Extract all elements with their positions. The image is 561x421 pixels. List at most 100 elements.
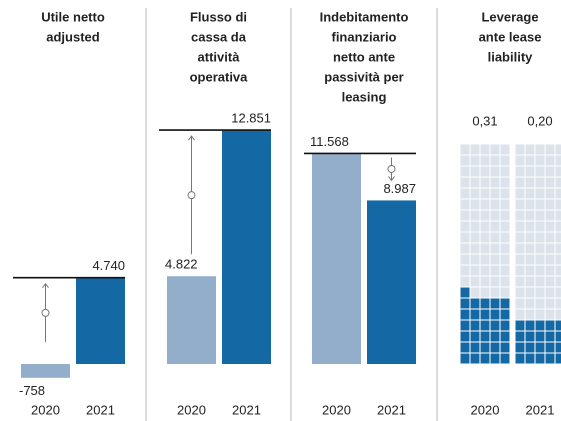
chart-title: finanziario xyxy=(331,29,396,44)
waffle-cell xyxy=(460,166,470,177)
waffle-cell xyxy=(500,144,510,155)
chart-title: Indebitamento xyxy=(320,9,409,24)
chart-title: Flusso di xyxy=(190,9,247,24)
waffle-cell xyxy=(525,243,535,254)
waffle-cell xyxy=(470,232,480,243)
waffle-cell xyxy=(555,221,561,232)
waffle-cell xyxy=(500,210,510,221)
waffle-cell xyxy=(480,144,490,155)
waffle-cell xyxy=(470,177,480,188)
waffle-cell xyxy=(470,210,480,221)
waffle-cell xyxy=(525,232,535,243)
waffle-cell xyxy=(460,276,470,287)
arrow-head xyxy=(188,135,195,141)
waffle-cell xyxy=(500,188,510,199)
x-tick-label: 2020 xyxy=(31,402,60,417)
waffle-cell xyxy=(555,265,561,276)
waffle-cell xyxy=(490,243,500,254)
waffle-cell xyxy=(470,155,480,166)
waffle-cell xyxy=(490,188,500,199)
chart-title: Utile netto xyxy=(41,9,105,24)
waffle-cell xyxy=(535,210,545,221)
waffle-cell xyxy=(555,298,561,309)
waffle-cell xyxy=(515,243,525,254)
waffle-cell xyxy=(555,199,561,210)
waffle-cell xyxy=(555,155,561,166)
waffle-cell xyxy=(515,188,525,199)
waffle-cell xyxy=(490,265,500,276)
x-tick-label: 2020 xyxy=(322,402,351,417)
waffle-cell xyxy=(555,232,561,243)
waffle-cell xyxy=(525,188,535,199)
waffle-cell xyxy=(535,287,545,298)
waffle-cell xyxy=(525,155,535,166)
arrow-dot xyxy=(187,191,196,200)
waffle-cell xyxy=(535,177,545,188)
x-tick-label: 2020 xyxy=(471,402,500,417)
bar xyxy=(167,276,216,364)
waffle-cell xyxy=(480,254,490,265)
waffle-cell xyxy=(490,210,500,221)
waffle-cell xyxy=(460,155,470,166)
waffle-cell xyxy=(500,177,510,188)
bar xyxy=(76,277,125,364)
value-label: 0,31 xyxy=(472,113,497,128)
waffle-cell xyxy=(460,221,470,232)
waffle-cell xyxy=(515,276,525,287)
waffle-cell xyxy=(545,254,555,265)
waffle-cell xyxy=(535,232,545,243)
waffle-cell xyxy=(545,188,555,199)
waffle-cell xyxy=(515,265,525,276)
value-label: 11.568 xyxy=(310,134,349,149)
waffle-cell xyxy=(545,144,555,155)
waffle-cell xyxy=(480,221,490,232)
waffle-cell xyxy=(470,199,480,210)
waffle-cell xyxy=(525,177,535,188)
waffle-cell xyxy=(535,144,545,155)
chart-title: liability xyxy=(488,49,534,64)
waffle-cell xyxy=(460,188,470,199)
waffle-fill xyxy=(515,320,561,364)
waffle-cell xyxy=(545,232,555,243)
waffle-cell xyxy=(480,265,490,276)
waffle-cell xyxy=(525,265,535,276)
waffle-cell xyxy=(545,166,555,177)
waffle-cell xyxy=(525,144,535,155)
chart-title: passività per xyxy=(324,69,404,84)
waffle-cell xyxy=(500,287,510,298)
x-tick-label: 2021 xyxy=(86,402,115,417)
waffle-cell xyxy=(515,254,525,265)
waffle-cell xyxy=(480,166,490,177)
waffle-cell xyxy=(460,254,470,265)
waffle-cell xyxy=(545,298,555,309)
value-label: 4.740 xyxy=(92,258,125,273)
bar xyxy=(222,130,271,364)
waffle-cell xyxy=(490,166,500,177)
waffle-cell xyxy=(555,188,561,199)
waffle-cell xyxy=(545,221,555,232)
waffle-cell xyxy=(470,243,480,254)
waffle-cell xyxy=(490,221,500,232)
waffle-cell xyxy=(460,177,470,188)
waffle-cell xyxy=(480,177,490,188)
bar xyxy=(312,153,361,364)
waffle-cell xyxy=(480,243,490,254)
waffle-cell xyxy=(500,254,510,265)
waffle-cell xyxy=(545,199,555,210)
waffle-cell xyxy=(535,155,545,166)
waffle-cell xyxy=(490,254,500,265)
waffle-cell xyxy=(555,144,561,155)
x-tick-label: 2021 xyxy=(377,402,406,417)
bar xyxy=(367,200,416,364)
waffle-cell xyxy=(515,210,525,221)
waffle-cell xyxy=(545,265,555,276)
arrow-head xyxy=(388,176,395,182)
waffle-cell xyxy=(535,188,545,199)
waffle-cell xyxy=(555,309,561,320)
waffle-cell xyxy=(480,210,490,221)
waffle-cell xyxy=(470,221,480,232)
waffle-cell xyxy=(525,298,535,309)
waffle-cell xyxy=(545,155,555,166)
arrow-dot xyxy=(41,308,50,317)
